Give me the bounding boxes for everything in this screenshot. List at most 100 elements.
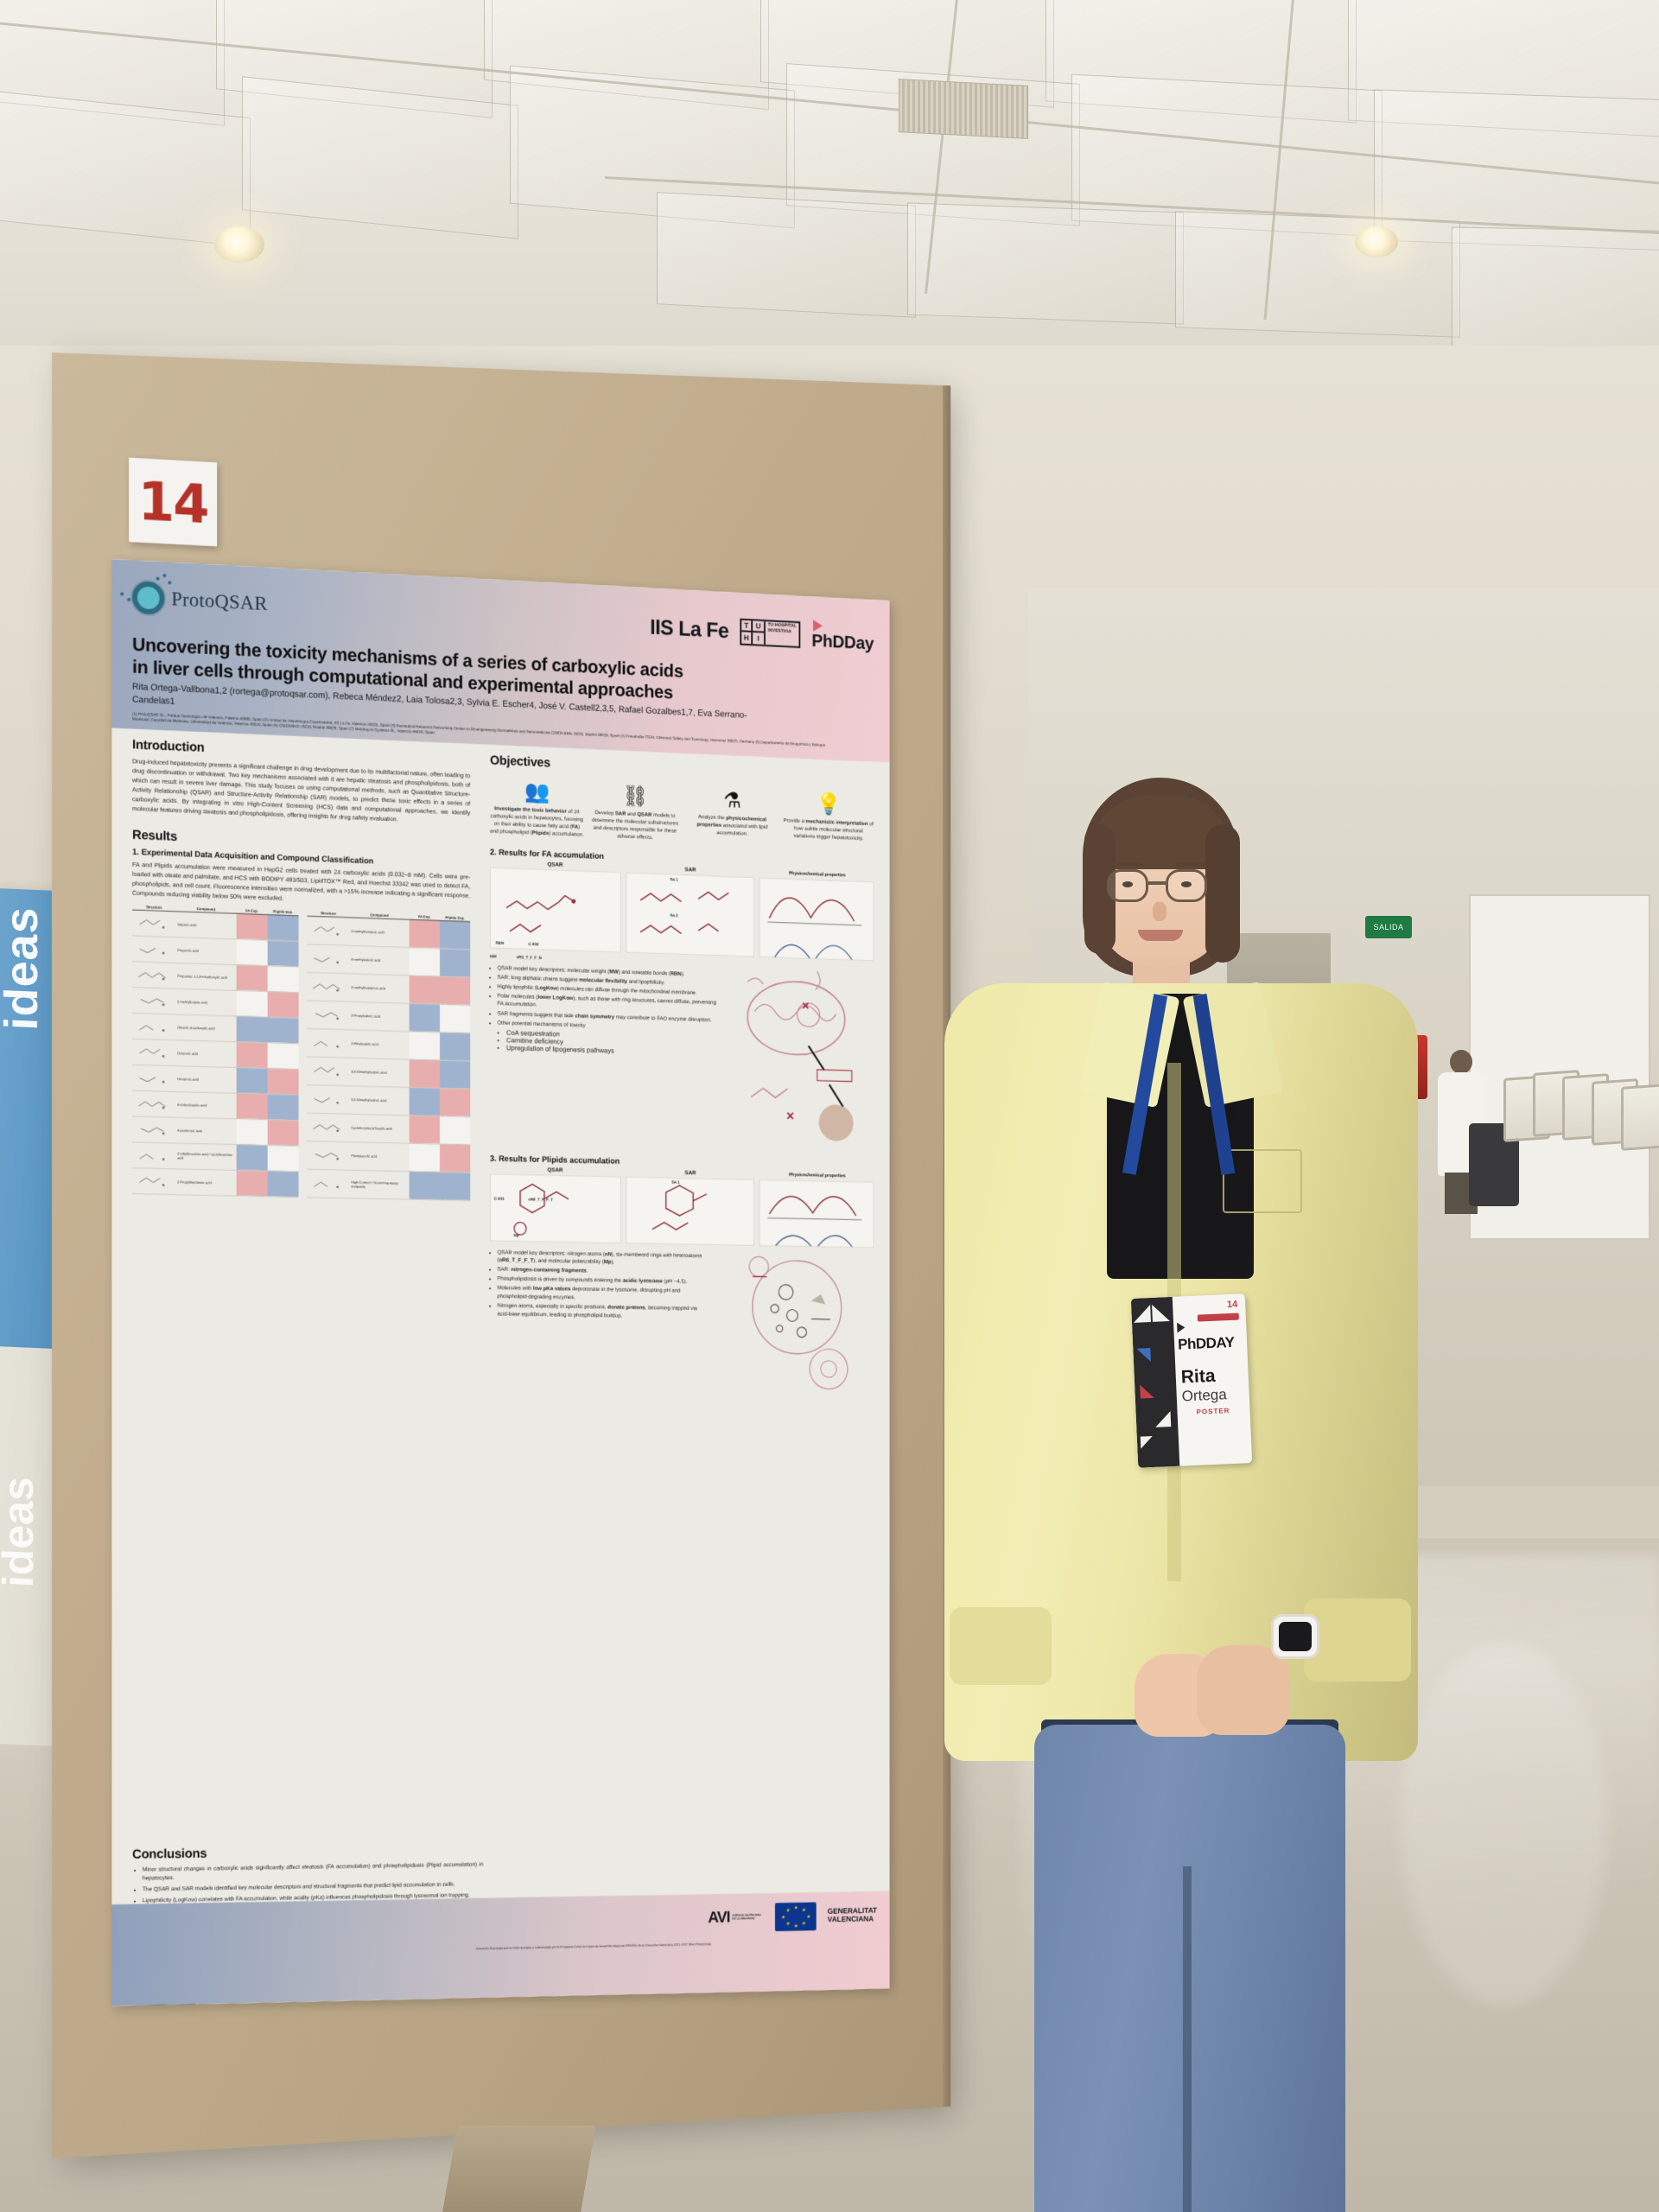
table-row: 2-Ethylbutyric acid [307, 1028, 471, 1061]
cell-fa-exp [236, 990, 268, 1017]
eye-left [1122, 881, 1133, 887]
funding-note: Actuación financiada por la Unión Europe… [475, 1942, 712, 1951]
cell-plipids-exp [267, 991, 299, 1019]
cell-plipids-exp [439, 920, 471, 950]
sleeve-cuff-left [950, 1607, 1052, 1685]
glasses-bridge [1148, 881, 1166, 885]
cell-fa-exp [236, 1015, 268, 1043]
table-row: 2-Propylvaleric acid [307, 1000, 471, 1033]
cell-plipids-exp [439, 1172, 471, 1201]
cell-fa-exp [236, 1093, 268, 1120]
cell-structure [307, 944, 350, 974]
cell-plipids-exp [267, 1042, 299, 1070]
protoqsar-logo: ProtoQSAR [132, 581, 268, 620]
ceiling [0, 0, 1659, 838]
nitrogen-fragment-icon [626, 1177, 753, 1245]
cell-compound: Phenylacetic acid [349, 1141, 410, 1172]
objectives-row: 👥 Investigate the toxic behavior of 24 ca… [490, 776, 874, 851]
sub2-qsar-diagram: RBN C-002 [490, 867, 621, 952]
table-row: 2-Propylheptanoic acid [132, 1167, 299, 1198]
poster-left-column: Introduction Drug-induced hepatotoxicity… [132, 737, 471, 1201]
chip-nr6: nR6_T_F_F_T [528, 1196, 553, 1202]
molecule-icon [308, 1061, 339, 1077]
cell-compound: Cyclohexanecarboxylic acid [349, 1114, 410, 1144]
ceiling-vent [899, 79, 1028, 139]
objective-text: Investigate the toxic behavior of 24 car… [490, 805, 584, 839]
cell-plipids-exp [439, 1059, 471, 1090]
molecule-icon [134, 1171, 165, 1186]
cell-structure [307, 1056, 350, 1086]
cell-structure [307, 1084, 350, 1115]
molecule-icon [134, 1016, 165, 1036]
exit-sign: SALIDA [1365, 916, 1412, 938]
molecule-icon [308, 949, 339, 969]
conference-badge: 14 PhDDAY Rita Ortega POSTER [1130, 1294, 1253, 1468]
molecule-icon [134, 1068, 165, 1088]
scientific-poster: ProtoQSAR IIS La Fe T U H I [111, 559, 889, 2006]
cell-fa-exp [409, 1087, 440, 1116]
badge-first-name: Rita [1180, 1365, 1216, 1388]
mitochondrion-diagram-icon: ✕ ✕ [723, 959, 874, 1154]
cell-fa-exp [236, 913, 268, 941]
cell-plipids-exp [439, 1143, 471, 1173]
cell-structure [132, 1065, 176, 1092]
cell-structure [307, 1028, 350, 1058]
cell-fa-exp [409, 1143, 440, 1173]
cell-compound: 2-Propylvaleric acid [349, 1001, 410, 1032]
cell-structure [132, 1090, 176, 1118]
board-leg [441, 2126, 596, 2212]
cell-compound: High-Content / Screening assay endpoints [349, 1170, 410, 1199]
cell-plipids-exp [267, 914, 299, 942]
cell-structure [132, 987, 176, 1014]
poster-header: ProtoQSAR IIS La Fe T U H I [111, 558, 890, 763]
jeans-seam [1183, 1866, 1192, 2212]
bullet-item: Molecules with low pKa values deprotonat… [498, 1285, 708, 1304]
play-triangle-icon [813, 620, 823, 632]
compound-table-right: Structure Compound FA Exp. Plipids Exp. 2-m… [307, 909, 471, 1201]
aromatic-ring-icon [491, 1174, 620, 1243]
badge-number: 14 [1226, 1299, 1238, 1311]
objective-3: ⚗ Analyze the physicochemical properties … [686, 785, 778, 847]
molecule-icon [308, 1033, 339, 1052]
molecule-icon [308, 1089, 339, 1109]
table-row: 4-chlorobutyric acid [132, 1090, 299, 1121]
cell-plipids-exp [267, 1170, 299, 1198]
stacked-chairs [1503, 1070, 1659, 1218]
cell-structure [132, 1039, 176, 1066]
cell-compound: Propionic acid [175, 937, 237, 965]
eyebrow-left [1114, 862, 1143, 867]
protoqsar-wordmark: ProtoQSAR [171, 588, 268, 614]
cell-compound: 2-methylheptanoic acid [349, 973, 410, 1004]
molecule-icon [134, 912, 165, 929]
tuhi-letter-i: I [757, 634, 760, 643]
cell-structure [307, 1141, 350, 1171]
avi-sublabel: AGÈNCIA VALENCIANA DE LA INNOVACIÓ [732, 1913, 761, 1921]
cell-structure [132, 1116, 176, 1143]
sub2-bullets: QSAR model key descriptors: molecular we… [490, 963, 716, 1033]
pka-plot-icon [760, 1179, 874, 1247]
chip-sa1: SA 1 [670, 876, 678, 882]
molecule-icon [308, 1005, 342, 1020]
shirt-pocket [1223, 1149, 1302, 1213]
tuhi-letter-u: U [753, 620, 765, 633]
cell-fa-exp [236, 964, 268, 992]
table-row: Phenylacetic acid [307, 1141, 471, 1173]
cell-fa-exp [236, 1144, 268, 1171]
cell-fa-exp [409, 947, 440, 976]
sub3-physchem-plot [759, 1179, 874, 1248]
molecule-icon [308, 920, 339, 936]
cell-plipids-exp [439, 1032, 471, 1061]
chip-mp: Mp [513, 1232, 519, 1237]
chip-nr3: nR3_T_F_F_N [516, 954, 542, 960]
cell-structure [132, 1013, 176, 1040]
cell-structure [132, 961, 176, 989]
mouth [1138, 930, 1183, 941]
table-row: 3,3-Dimethylbutyric acid [307, 1056, 471, 1090]
header-logos: IIS La Fe T U H I TU HOSPITAL INVESTIGA [650, 611, 874, 654]
badge-triangle-pattern [1130, 1296, 1180, 1468]
cell-fa-exp [236, 1067, 268, 1094]
glasses-lens-left [1107, 869, 1148, 902]
chip-rbn: RBN [495, 940, 505, 945]
chip-c002: C-002 [528, 941, 539, 946]
